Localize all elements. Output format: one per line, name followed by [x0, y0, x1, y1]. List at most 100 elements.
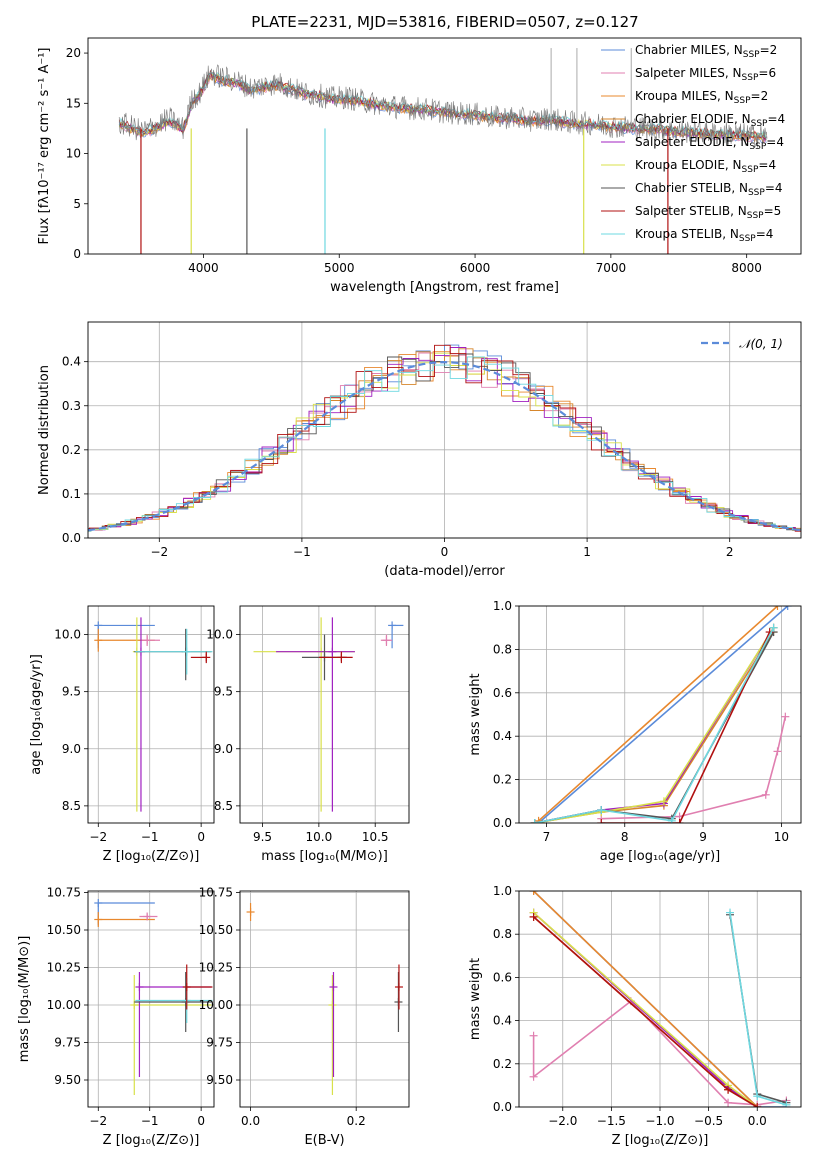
legend-count: =4 [766, 135, 784, 149]
x-axis-label-mass-vs-EBV: E(B-V) [304, 1133, 344, 1148]
y-tick-label-mass-vs-EBV: 10.25 [199, 961, 233, 975]
legend-count: =2 [760, 43, 778, 57]
errorbars-age-vs-Z [94, 617, 213, 812]
x-tick-label-residuals: 2 [726, 545, 734, 559]
x-axis-label-spectrum: wavelength [Angstrom, rest frame] [330, 280, 559, 295]
y-tick-label-weight-vs-Z: 0.8 [493, 927, 512, 941]
legend-subscript: SSP [739, 234, 756, 244]
x-tick-label-spectrum: 8000 [731, 261, 762, 275]
legend-label-6: Chabrier STELIB, NSSP=4 [635, 181, 783, 198]
legend-subscript: SSP [751, 119, 768, 129]
y-tick-label-mass-vs-EBV: 9.50 [206, 1073, 233, 1087]
y-tick-label-residuals: 0.2 [62, 443, 81, 457]
y-axis-label-weight-vs-Z: mass weight [468, 958, 483, 1040]
x-axis-label-weight-vs-Z: Z [log₁₀(Z/Z⊙)] [612, 1133, 709, 1148]
legend-subscript: SSP [743, 50, 760, 60]
legend-count: =6 [758, 66, 776, 80]
y-tick-label-spectrum: 15 [66, 96, 81, 110]
legend-label-5: Kroupa ELODIE, NSSP=4 [635, 158, 776, 175]
series-line-kroupa-elodie [534, 627, 775, 823]
errorbars-mass-vs-Z [94, 899, 213, 1095]
y-tick-label-weight-vs-age: 0.6 [493, 686, 512, 700]
x-axis-label-age-vs-Z: Z [log₁₀(Z/Z⊙)] [103, 849, 200, 864]
y-tick-label-spectrum: 10 [66, 147, 81, 161]
x-tick-label-weight-vs-age: 7 [543, 830, 551, 844]
y-axis-label-residuals: Normed distribution [37, 365, 52, 495]
legend-label-normal: 𝒩(0, 1) [739, 337, 783, 351]
x-tick-label-spectrum: 4000 [188, 261, 219, 275]
x-tick-label-age-vs-mass: 10.0 [306, 830, 333, 844]
figure-title: PLATE=2231, MJD=53816, FIBERID=0507, z=0… [251, 13, 638, 31]
plot-frame-spectrum [87, 37, 802, 255]
x-tick-label-mass-vs-Z: 0 [197, 1114, 205, 1128]
x-tick-label-mass-vs-Z: −2 [89, 1114, 107, 1128]
y-axis-label-mass-vs-Z: mass [log₁₀(M/M⊙)] [17, 936, 32, 1063]
legend-count: =4 [765, 181, 783, 195]
legend-count: =4 [758, 158, 776, 172]
x-tick-label-residuals: 1 [583, 545, 591, 559]
plot-frame-age-vs-mass [239, 605, 410, 824]
legend-subscript: SSP [749, 142, 766, 152]
y-tick-label-mass-vs-Z: 10.75 [47, 886, 81, 900]
legend-label-1: Salpeter MILES, NSSP=6 [635, 66, 776, 83]
legend-subscript: SSP [742, 165, 759, 175]
plot-frame-weight-vs-Z [518, 890, 802, 1108]
series-line-kroupa-miles [533, 891, 758, 1107]
x-tick-label-weight-vs-age: 9 [699, 830, 707, 844]
x-tick-label-age-vs-Z: −1 [141, 830, 159, 844]
y-tick-label-weight-vs-Z: 1.0 [493, 884, 512, 898]
histogram-kroupa-stelib [88, 356, 801, 532]
x-axis-label-weight-vs-age: age [log₁₀(age/yr)] [600, 849, 721, 864]
y-tick-label-residuals: 0.3 [62, 399, 81, 413]
y-tick-label-weight-vs-age: 0.8 [493, 642, 512, 656]
x-tick-label-weight-vs-age: 10 [774, 830, 789, 844]
plot-frame-mass-vs-Z [87, 890, 215, 1108]
errorbars-age-vs-mass [253, 617, 404, 812]
y-tick-label-age-vs-mass: 9.0 [214, 742, 233, 756]
x-tick-label-age-vs-mass: 9.5 [253, 830, 272, 844]
y-tick-label-age-vs-Z: 9.5 [62, 685, 81, 699]
series-line-salpeter-miles [532, 1000, 787, 1106]
x-tick-label-weight-vs-Z: −1.0 [645, 1114, 674, 1128]
y-tick-label-age-vs-mass: 10.0 [206, 628, 233, 642]
x-axis-label-mass-vs-Z: Z [log₁₀(Z/Z⊙)] [103, 1133, 200, 1148]
histogram-chabrier-stelib [88, 353, 801, 533]
x-tick-label-weight-vs-Z: −2.0 [548, 1114, 577, 1128]
y-tick-label-age-vs-Z: 9.0 [62, 742, 81, 756]
x-tick-label-residuals: −1 [293, 545, 311, 559]
x-tick-label-residuals: 0 [441, 545, 449, 559]
y-tick-label-spectrum: 5 [73, 197, 81, 211]
lines-weight-vs-Z [529, 891, 791, 1107]
x-tick-label-spectrum: 7000 [596, 261, 627, 275]
y-tick-label-weight-vs-age: 0.2 [493, 773, 512, 787]
y-tick-label-weight-vs-age: 1.0 [493, 599, 512, 613]
y-tick-label-mass-vs-EBV: 9.75 [206, 1036, 233, 1050]
lines-weight-vs-age [530, 606, 792, 823]
series-line-chabrier-miles [538, 606, 789, 823]
histogram-salpeter-stelib [88, 344, 801, 532]
y-tick-label-mass-vs-Z: 10.50 [47, 923, 81, 937]
y-tick-label-age-vs-Z: 10.0 [54, 628, 81, 642]
x-tick-label-weight-vs-age: 8 [621, 830, 629, 844]
x-axis-label-age-vs-mass: mass [log₁₀(M/M⊙)] [261, 849, 388, 864]
y-tick-label-weight-vs-Z: 0.4 [493, 1014, 512, 1028]
y-tick-label-weight-vs-Z: 0.2 [493, 1057, 512, 1071]
y-tick-label-mass-vs-EBV: 10.50 [199, 923, 233, 937]
x-tick-label-weight-vs-Z: −1.5 [597, 1114, 626, 1128]
legend-count: =5 [764, 204, 782, 218]
spectrum-lines [118, 48, 768, 254]
y-tick-label-age-vs-Z: 8.5 [62, 799, 81, 813]
x-tick-label-weight-vs-Z: −0.5 [694, 1114, 723, 1128]
y-axis-label-spectrum: Flux [fλ10⁻¹⁷ erg cm⁻² s⁻¹ A⁻¹] [37, 48, 52, 245]
legend-label-3: Chabrier ELODIE, NSSP=4 [635, 112, 785, 129]
y-tick-label-residuals: 0.1 [62, 487, 81, 501]
histogram-steps [88, 344, 801, 533]
legend-subscript: SSP [747, 211, 764, 221]
y-tick-label-age-vs-mass: 9.5 [214, 685, 233, 699]
x-tick-label-age-vs-Z: 0 [197, 830, 205, 844]
legend-label-7: Salpeter STELIB, NSSP=5 [635, 204, 781, 221]
x-tick-label-age-vs-Z: −2 [89, 830, 107, 844]
legend-count: =2 [751, 89, 769, 103]
